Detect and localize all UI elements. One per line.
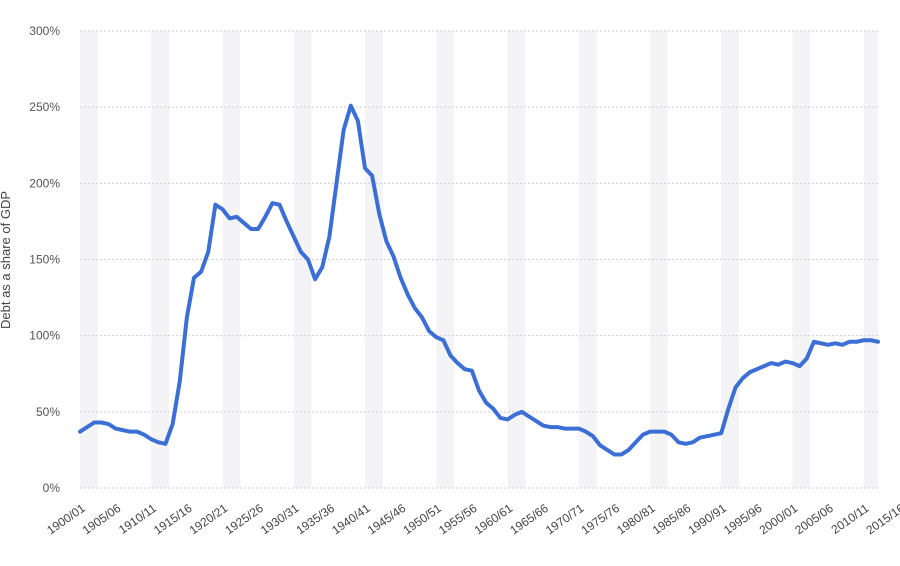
x-axis-ticks: 1900/011905/061910/111915/161920/211925/… bbox=[44, 501, 900, 538]
y-tick-label: 200% bbox=[29, 176, 60, 190]
series-group bbox=[78, 103, 880, 457]
x-tick-label: 1925/26 bbox=[222, 501, 266, 538]
x-tick-label: 1930/31 bbox=[258, 501, 302, 538]
x-tick-label: 1905/06 bbox=[80, 501, 124, 538]
x-tick-label: 1950/51 bbox=[400, 501, 444, 538]
y-tick-label: 150% bbox=[29, 253, 60, 267]
x-tick-label: 2015/16 bbox=[864, 501, 900, 538]
x-tick-label: 1915/16 bbox=[151, 501, 195, 538]
x-tick-label: 1995/96 bbox=[721, 501, 765, 538]
x-tick-label: 2010/11 bbox=[829, 501, 872, 537]
column-band bbox=[222, 31, 241, 488]
column-band bbox=[721, 31, 740, 488]
x-tick-label: 1900/01 bbox=[44, 501, 88, 538]
x-tick-label: 1970/71 bbox=[543, 501, 587, 538]
x-tick-label: 1980/81 bbox=[614, 501, 658, 538]
y-tick-label: 250% bbox=[29, 100, 60, 114]
x-tick-label: 1935/36 bbox=[294, 501, 338, 538]
x-tick-label: 1965/66 bbox=[507, 501, 551, 538]
series-line bbox=[78, 103, 880, 457]
x-tick-label: 1975/76 bbox=[579, 501, 623, 538]
y-axis-label: Debt as a share of GDP bbox=[0, 191, 13, 329]
y-tick-label: 50% bbox=[36, 405, 60, 419]
gridlines bbox=[80, 30, 878, 489]
column-band bbox=[863, 31, 878, 488]
column-band bbox=[293, 31, 312, 488]
x-tick-label: 1955/56 bbox=[436, 501, 480, 538]
x-tick-label: 2000/01 bbox=[757, 501, 801, 538]
column-band bbox=[650, 31, 668, 488]
x-tick-label: 1920/21 bbox=[187, 501, 231, 538]
y-axis-ticks: 0% 50% 100% 150% 200% 250% 300% bbox=[29, 24, 60, 495]
x-tick-label: 1945/46 bbox=[365, 501, 409, 538]
x-tick-label: 1940/41 bbox=[329, 501, 373, 538]
x-tick-label: 1990/91 bbox=[685, 501, 729, 538]
x-tick-label: 1910/11 bbox=[116, 501, 159, 537]
y-tick-label: 100% bbox=[29, 329, 60, 343]
column-band bbox=[578, 31, 597, 488]
column-bands bbox=[80, 31, 878, 488]
y-tick-label: 300% bbox=[29, 24, 60, 38]
y-tick-label: 0% bbox=[43, 481, 61, 495]
x-tick-label: 1960/61 bbox=[472, 501, 516, 538]
x-tick-label: 1985/86 bbox=[650, 501, 694, 538]
x-tick-label: 2005/06 bbox=[792, 501, 836, 538]
